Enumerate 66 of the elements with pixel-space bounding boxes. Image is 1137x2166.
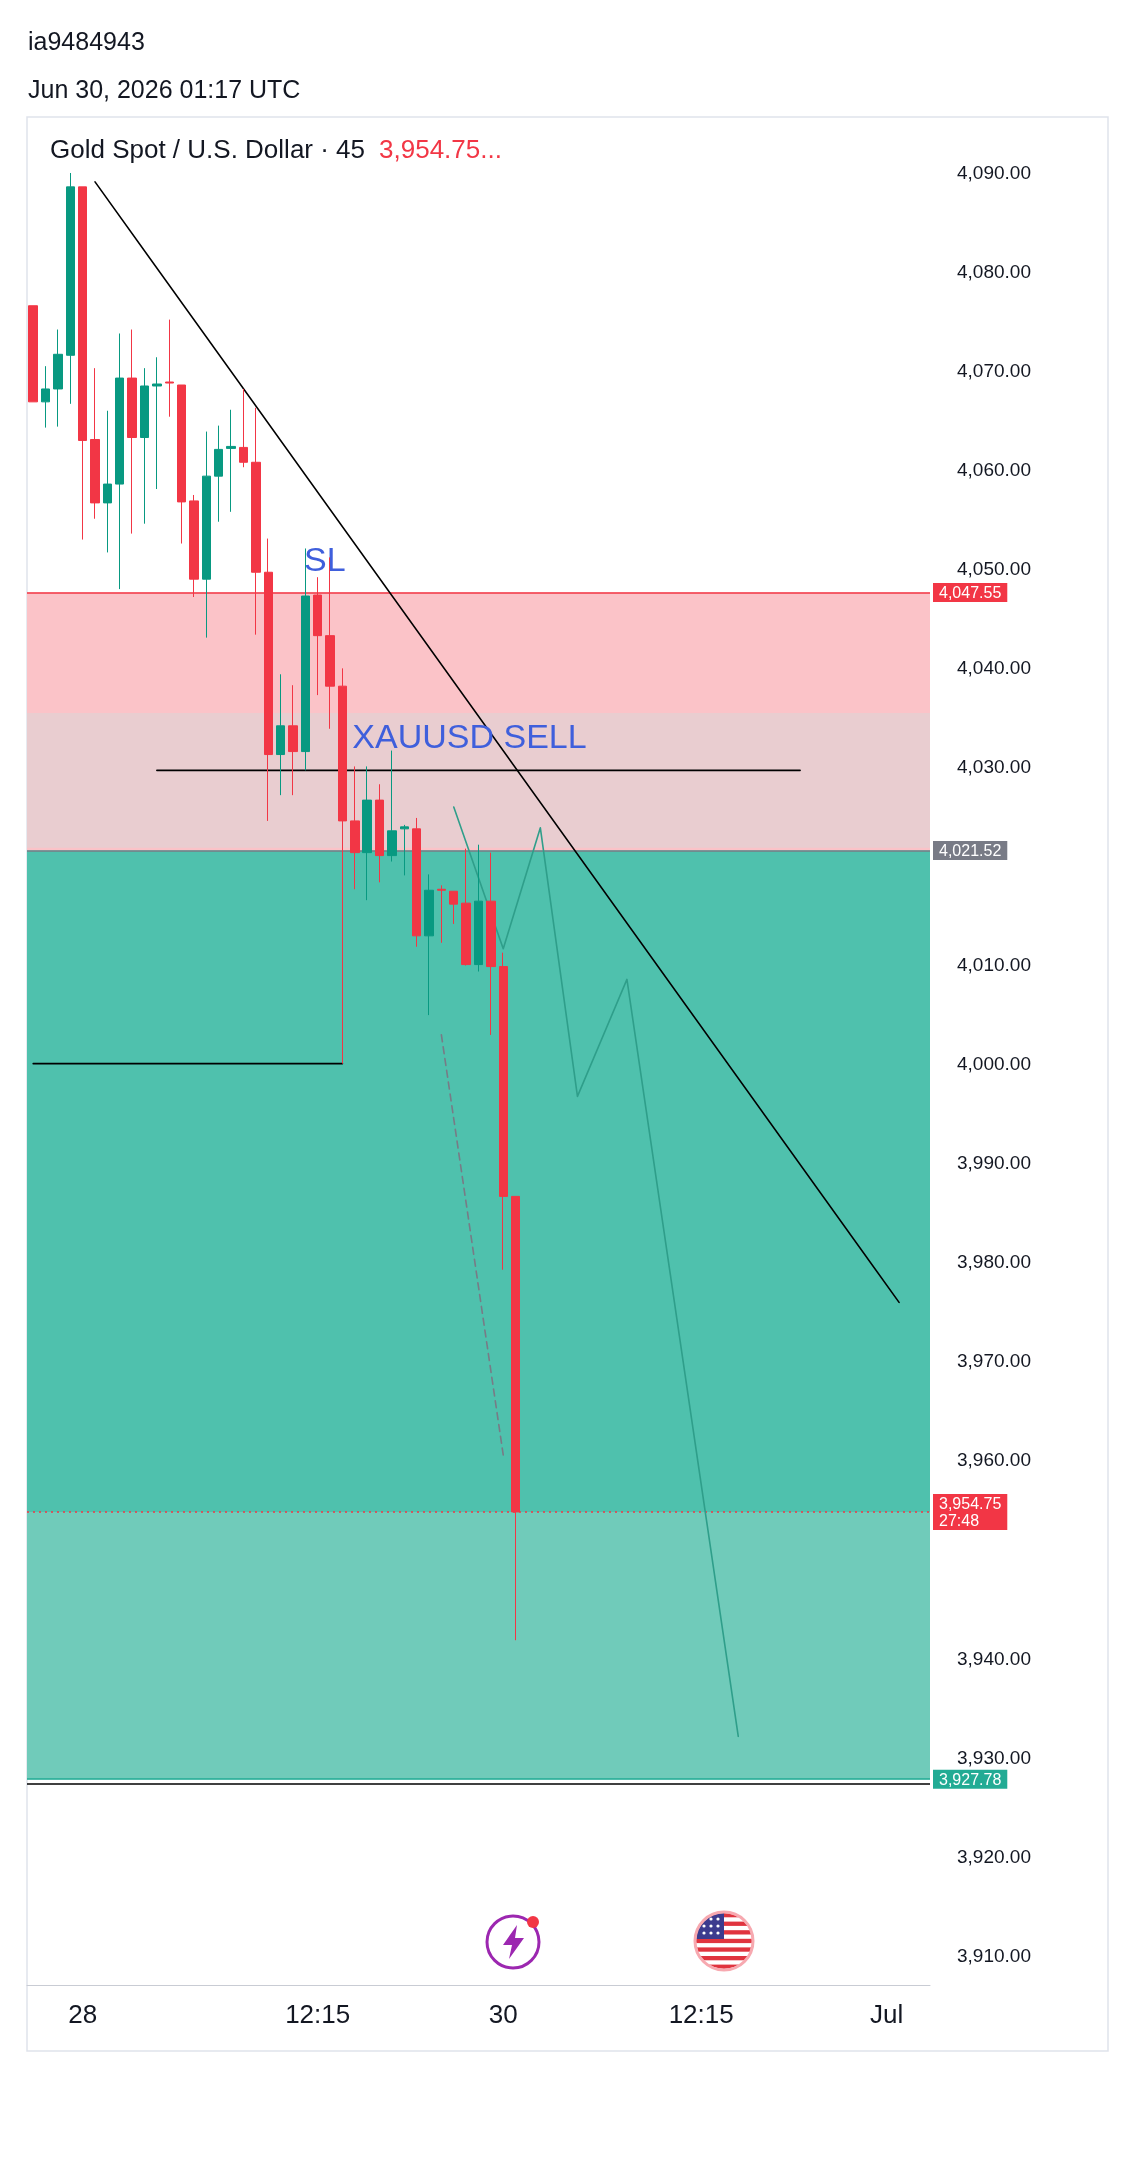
text: Jun 30, 2026 01:17 UTC	[28, 74, 301, 105]
x-tick-label: 28	[68, 1999, 98, 2029]
x-tick-label: Jul	[870, 1999, 904, 2029]
y-tick-label: 4,070.00	[957, 359, 1031, 381]
y-tick-label: 3,920.00	[957, 1845, 1031, 1867]
y-tick-label: 4,030.00	[957, 755, 1031, 777]
candlestick	[449, 890, 458, 925]
candlestick	[350, 765, 360, 890]
candlestick	[115, 332, 124, 590]
y-tick-label: 3,960.00	[957, 1449, 1031, 1471]
candlestick	[41, 365, 50, 429]
candlestick	[499, 952, 508, 1271]
chart-title: Gold Spot / U.S. Dollar · 45	[50, 133, 366, 166]
candlestick	[90, 367, 100, 520]
ref-line-label: 4,021.52	[939, 841, 1002, 859]
text: ia9484943	[28, 26, 146, 57]
y-tick-label: 3,940.00	[957, 1647, 1031, 1669]
y-tick-label: 4,050.00	[957, 557, 1031, 579]
y-tick-label: 4,000.00	[957, 1053, 1031, 1075]
y-tick-label: 4,080.00	[957, 260, 1031, 282]
x-tick-label: 30	[488, 1999, 518, 2029]
y-tick-label: 4,010.00	[957, 954, 1031, 976]
candlestick	[276, 673, 285, 796]
x-tick-label: 12:15	[668, 1999, 734, 2029]
line-series	[452, 806, 740, 1738]
candlestick	[437, 884, 446, 944]
candlestick	[461, 848, 471, 967]
candlestick	[400, 824, 409, 876]
candlestick	[127, 329, 137, 535]
y-tick-label: 4,040.00	[957, 656, 1031, 678]
candlestick	[338, 667, 347, 1065]
candlestick	[202, 431, 211, 639]
candlestick	[239, 388, 248, 468]
y-tick-label: 3,980.00	[957, 1251, 1031, 1273]
candlestick	[152, 356, 162, 490]
annotation: SL	[304, 539, 346, 578]
candlestick	[177, 384, 186, 545]
y-tick-label: 3,970.00	[957, 1350, 1031, 1372]
y-tick-label: 3,930.00	[957, 1746, 1031, 1768]
ref-line-label: 3,927.78	[939, 1770, 1002, 1788]
candlestick	[362, 765, 372, 901]
candlestick	[288, 684, 298, 796]
chart-subtitle: 3,954.75...	[379, 133, 502, 166]
candlestick	[78, 186, 87, 541]
candlestick	[66, 172, 75, 405]
ref-line-label: 3,954.75 27:48	[939, 1494, 1002, 1529]
candlestick	[486, 852, 496, 1036]
candlestick	[53, 329, 63, 428]
y-tick-label: 4,090.00	[957, 161, 1031, 183]
candlestick	[387, 750, 397, 863]
y-tick-label: 4,060.00	[957, 458, 1031, 480]
candlestick	[226, 409, 236, 513]
candlestick	[165, 319, 174, 418]
ref-line-label: 4,047.55	[939, 584, 1002, 602]
candlestick	[412, 817, 421, 948]
y-tick-label: 3,910.00	[957, 1944, 1031, 1966]
candlestick	[28, 305, 38, 403]
candlestick	[140, 367, 149, 525]
candlestick	[474, 844, 483, 972]
candlestick	[375, 783, 384, 883]
y-tick-label: 3,990.00	[957, 1152, 1031, 1174]
candlestick	[214, 425, 223, 523]
annotation: XAUUSD SELL	[352, 717, 587, 756]
x-tick-label: 12:15	[285, 1999, 351, 2029]
candlestick	[103, 410, 112, 553]
candlestick	[424, 873, 434, 1016]
